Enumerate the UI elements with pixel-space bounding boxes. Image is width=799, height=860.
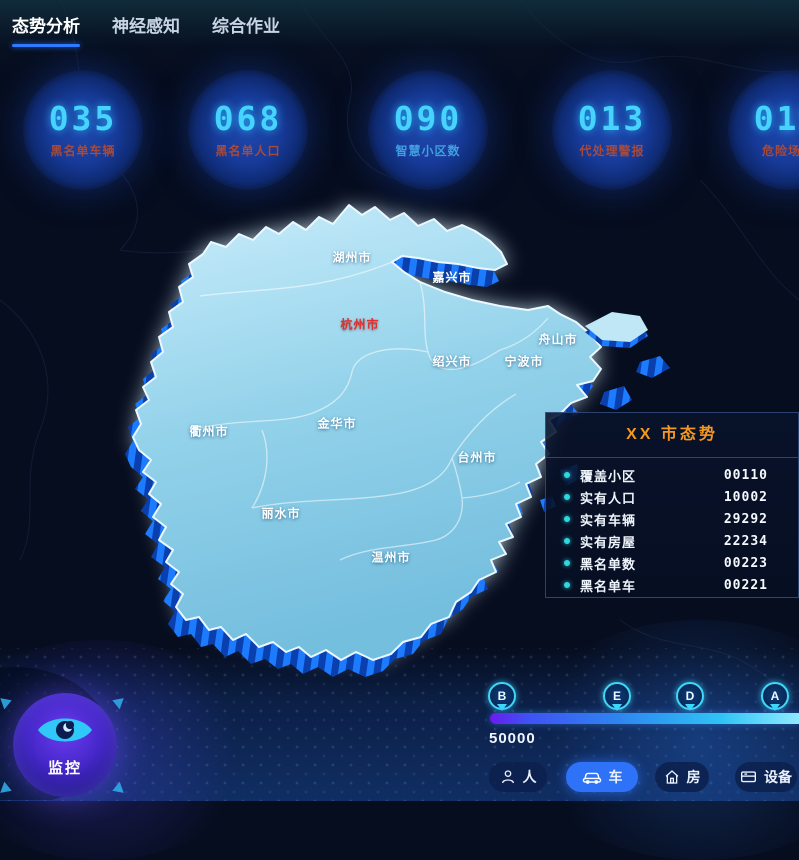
city-label-shaoxing: 绍兴市: [432, 354, 472, 369]
marker-letter: B: [497, 689, 507, 703]
tab-label: 综合作业: [212, 17, 280, 36]
kpi-value: 090: [393, 98, 463, 138]
tab-label: 神经感知: [112, 17, 180, 36]
row-value: 00223: [723, 555, 768, 571]
kpi-value: 013: [577, 98, 647, 138]
monitor-label: 监控: [47, 760, 82, 777]
slider-marker-d[interactable]: D: [676, 682, 704, 710]
province-map[interactable]: [0, 0, 799, 801]
car-icon: [582, 769, 602, 785]
entity-filters: 人 车 房 设备: [0, 762, 799, 794]
panel-row-actual-population: 实有人口 10002: [546, 486, 798, 508]
kpi-smart-communities: 090 智慧小区数: [368, 70, 488, 190]
city-label-taizhou: 台州市: [457, 450, 497, 465]
city-label-lishui: 丽水市: [261, 506, 301, 521]
province-surface[interactable]: [132, 204, 602, 661]
bullet-icon: [564, 472, 570, 478]
row-label: 黑名单车: [580, 578, 637, 594]
tab-neural-perception[interactable]: 神经感知: [112, 12, 180, 47]
panel-rows: 覆盖小区 00110 实有人口 10002 实有车辆 29292 实有房屋 22…: [546, 458, 798, 596]
panel-row-blacklist-count: 黑名单数 00223: [546, 552, 798, 574]
panel-row-covered-communities: 覆盖小区 00110: [546, 464, 798, 486]
marker-letter: D: [685, 689, 695, 703]
corner-triangle-icon: [0, 694, 14, 710]
bullet-icon: [564, 538, 570, 544]
tab-label: 态势分析: [12, 17, 80, 36]
top-nav: 态势分析 神经感知 综合作业: [12, 12, 280, 47]
kpi-label: 黑名单车辆: [50, 143, 116, 158]
kpi-blacklist-vehicles: 035 黑名单车辆: [23, 70, 143, 190]
kpi-label: 危险场所: [761, 143, 799, 158]
kpi-value: 019: [753, 98, 799, 138]
monitor-button[interactable]: 监控: [13, 693, 117, 797]
filter-label: 房: [686, 769, 701, 785]
panel-row-blacklist-vehicles: 黑名单车 00221: [546, 574, 798, 596]
bullet-icon: [564, 582, 570, 588]
panel-row-actual-vehicles: 实有车辆 29292: [546, 508, 798, 530]
city-label-hangzhou: 杭州市: [340, 317, 380, 332]
tab-comprehensive-operations[interactable]: 综合作业: [212, 12, 280, 47]
filter-house[interactable]: 房: [655, 762, 709, 792]
active-tab-underline: [12, 44, 80, 47]
city-boundaries: [189, 261, 549, 561]
row-value: 10002: [723, 489, 768, 505]
filter-person[interactable]: 人: [489, 762, 547, 792]
city-label-quzhou: 衢州市: [189, 424, 229, 439]
kpi-value: 068: [213, 98, 283, 138]
tab-situation-analysis[interactable]: 态势分析: [12, 12, 80, 47]
kpi-label: 代处理警报: [579, 143, 645, 158]
bullet-icon: [564, 494, 570, 500]
range-slider: B E D A 50000: [488, 682, 799, 752]
row-value: 00110: [723, 467, 768, 483]
city-label-zhoushan: 舟山市: [538, 332, 578, 347]
kpi-danger-places: 019 危险场所: [728, 70, 799, 190]
marker-letter: E: [612, 689, 621, 703]
city-label-huzhou: 湖州市: [332, 250, 372, 265]
marker-letter: A: [770, 689, 780, 703]
bullet-icon: [564, 516, 570, 522]
panel-row-actual-houses: 实有房屋 22234: [546, 530, 798, 552]
slider-marker-a[interactable]: A: [761, 682, 789, 710]
city-label-ningbo: 宁波市: [504, 354, 544, 369]
slider-value: 50000: [489, 730, 536, 747]
city-label-wenzhou: 温州市: [371, 550, 411, 565]
corner-triangle-icon: [110, 694, 124, 710]
slider-track[interactable]: [490, 713, 799, 724]
kpi-value: 035: [48, 98, 118, 138]
kpi-pending-alerts: 013 代处理警报: [552, 70, 672, 190]
city-label-jinhua: 金华市: [317, 416, 357, 431]
row-label: 黑名单数: [580, 556, 637, 572]
row-label: 覆盖小区: [580, 468, 637, 484]
row-value: 00221: [723, 577, 768, 593]
filter-vehicle[interactable]: 车: [566, 762, 638, 792]
filter-label: 设备: [764, 769, 792, 785]
row-label: 实有车辆: [580, 512, 637, 528]
slider-marker-b[interactable]: B: [488, 682, 516, 710]
row-label: 实有房屋: [580, 534, 637, 550]
filter-label: 人: [522, 769, 537, 785]
row-label: 实有人口: [580, 490, 637, 506]
city-situation-panel: XX 市态势 覆盖小区 00110 实有人口 10002 实有车辆 29292 …: [545, 412, 799, 598]
kpi-blacklist-population: 068 黑名单人口: [188, 70, 308, 190]
row-value: 22234: [723, 533, 768, 549]
device-icon: [740, 770, 757, 785]
filter-device[interactable]: 设备: [735, 762, 797, 792]
slider-marker-e[interactable]: E: [603, 682, 631, 710]
kpi-label: 智慧小区数: [395, 143, 461, 158]
house-icon: [664, 769, 680, 785]
row-value: 29292: [723, 511, 768, 527]
eye-icon: [36, 712, 94, 753]
bullet-icon: [564, 560, 570, 566]
monitor-widget: 监控: [0, 688, 132, 801]
filter-label: 车: [608, 769, 623, 785]
person-icon: [500, 769, 516, 785]
top-gradient: [0, 0, 799, 80]
kpi-label: 黑名单人口: [215, 143, 281, 158]
city-label-jiaxing: 嘉兴市: [432, 270, 472, 285]
kpi-row: 035 黑名单车辆 068 黑名单人口 090 智慧小区数 013 代处理警报 …: [0, 70, 799, 200]
panel-title: XX 市态势: [546, 413, 798, 458]
